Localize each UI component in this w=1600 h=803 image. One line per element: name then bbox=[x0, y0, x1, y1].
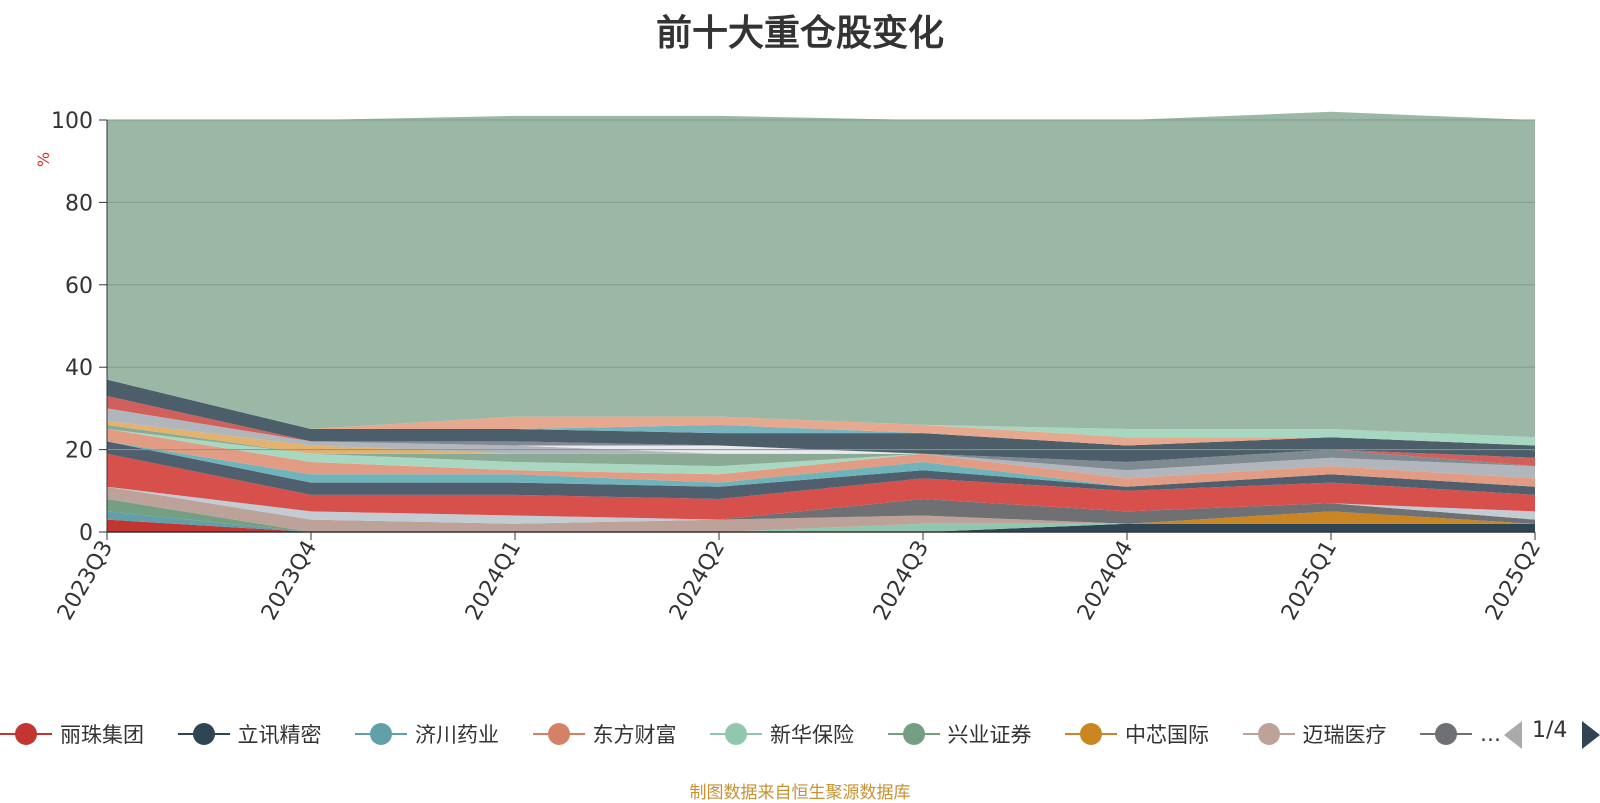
legend-item[interactable]: 立讯精密 bbox=[177, 714, 322, 754]
legend: 丽珠集团 立讯精密 济川药业 东方财富 新华保险 兴业证券 中芯国际 迈瑞医疗 … bbox=[0, 714, 1600, 754]
x-tick-label: 2023Q3 bbox=[53, 537, 118, 625]
area-series-13 bbox=[107, 429, 1535, 487]
legend-item[interactable]: 中芯国际 bbox=[1065, 714, 1209, 754]
x-tick-label: 2025Q1 bbox=[1277, 537, 1342, 625]
legend-label: 新华保险 bbox=[770, 723, 854, 747]
y-tick-label: 100 bbox=[51, 109, 93, 134]
x-tick-label: 2024Q1 bbox=[461, 537, 526, 625]
area-series-7 bbox=[107, 486, 1535, 532]
area-series-11 bbox=[107, 441, 1535, 499]
legend-marker-icon bbox=[0, 723, 52, 745]
legend-marker-icon bbox=[177, 723, 230, 745]
y-axis-unit: % bbox=[34, 151, 54, 168]
area-series-1 bbox=[107, 519, 1535, 532]
gridline-layer bbox=[107, 119, 1535, 451]
legend-label: 立讯精密 bbox=[237, 723, 322, 747]
x-tick-label: 2024Q4 bbox=[1073, 537, 1138, 625]
area-series-25 bbox=[107, 111, 1535, 438]
legend-marker-icon bbox=[1065, 723, 1117, 745]
area-series-14 bbox=[107, 429, 1535, 479]
area-series-9 bbox=[107, 486, 1535, 524]
legend-item[interactable]: 东方财富 bbox=[532, 714, 677, 754]
legend-item[interactable]: 新华保险 bbox=[710, 714, 854, 754]
x-tick-label: 2023Q4 bbox=[257, 537, 322, 625]
y-tick-label: 0 bbox=[79, 521, 93, 546]
legend-label: 迈瑞医疗 bbox=[1302, 723, 1387, 747]
legend-label: 中芯国际 bbox=[1125, 723, 1209, 747]
area-series-17 bbox=[107, 408, 1535, 479]
legend-label: … bbox=[1480, 722, 1501, 746]
legend-label: 东方财富 bbox=[592, 723, 677, 747]
area-series-22 bbox=[107, 379, 1535, 446]
x-tick-label: 2024Q2 bbox=[665, 537, 730, 625]
legend-item[interactable]: 兴业证券 bbox=[887, 714, 1032, 754]
area-series-10 bbox=[107, 453, 1535, 520]
area-series-6 bbox=[107, 499, 1535, 532]
legend-marker-icon bbox=[355, 723, 407, 745]
y-tick-label: 60 bbox=[65, 274, 93, 299]
chart-title: 前十大重仓股变化 bbox=[655, 13, 944, 54]
legend-marker-icon bbox=[1420, 723, 1472, 745]
area-series-12 bbox=[107, 441, 1535, 487]
legend-item[interactable]: … bbox=[1420, 714, 1501, 754]
x-tick-label: 2025Q2 bbox=[1481, 537, 1546, 625]
legend-label: 兴业证券 bbox=[947, 723, 1032, 747]
area-series-21 bbox=[107, 379, 1535, 462]
area-series-24 bbox=[107, 379, 1535, 446]
page-prev-icon[interactable] bbox=[1502, 720, 1524, 750]
source-note: 制图数据来自恒生聚源数据库 bbox=[689, 783, 911, 803]
stacked-area-chart: 0 20 40 60 80 100 2023Q3 2023Q4 2024Q1 2024Q2 2024… bbox=[51, 109, 1546, 625]
legend-label: 济川药业 bbox=[415, 723, 499, 747]
legend-label: 丽珠集团 bbox=[60, 723, 144, 747]
legend-marker-icon bbox=[532, 723, 585, 745]
y-tick-label: 80 bbox=[65, 191, 93, 216]
legend-marker-icon bbox=[887, 723, 940, 745]
legend-marker-icon bbox=[710, 723, 762, 745]
y-tick-label: 20 bbox=[65, 439, 93, 464]
area-layer bbox=[107, 111, 1535, 532]
legend-item[interactable]: 济川药业 bbox=[355, 714, 499, 754]
page-indicator: 1/4 bbox=[1532, 718, 1568, 743]
y-tick-label: 40 bbox=[65, 356, 93, 381]
area-series-8 bbox=[107, 486, 1535, 524]
legend-marker-icon bbox=[1242, 723, 1295, 745]
legend-item[interactable]: 丽珠集团 bbox=[0, 714, 144, 754]
page-next-icon[interactable] bbox=[1580, 720, 1600, 750]
area-series-0 bbox=[107, 519, 1535, 532]
legend-pager: 1/4 bbox=[1500, 716, 1600, 752]
legend-item[interactable]: 迈瑞医疗 bbox=[1242, 714, 1387, 754]
x-tick-label: 2024Q3 bbox=[869, 537, 934, 625]
